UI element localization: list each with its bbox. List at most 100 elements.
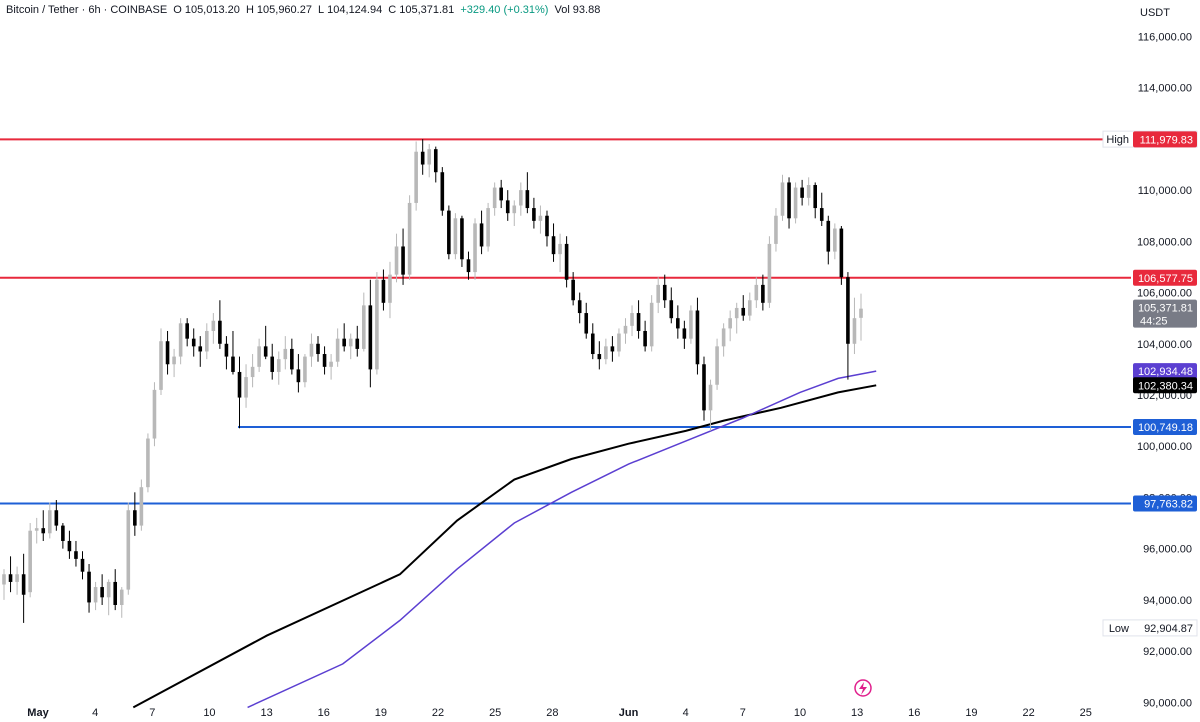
candle-body <box>643 330 647 347</box>
time-tick-label: Jun <box>619 707 639 719</box>
candle-body <box>21 574 26 595</box>
candle-body <box>584 313 589 334</box>
candle-body <box>375 279 379 370</box>
candle-body <box>126 510 131 590</box>
candle-body <box>473 223 477 273</box>
candle-body <box>610 346 615 352</box>
candle-body <box>623 325 628 334</box>
price-tick-label: 96,000.00 <box>1143 544 1192 556</box>
candle-body <box>447 210 451 255</box>
candle-body <box>479 223 484 247</box>
price-badges: High111,991.77Low92,904.87111,979.83106,… <box>1102 130 1198 637</box>
candle-body <box>368 305 373 370</box>
level-price-badge-bg <box>1133 131 1197 148</box>
horizontal-levels[interactable] <box>0 138 1131 505</box>
candle-body <box>440 172 445 211</box>
candle-body <box>106 581 111 598</box>
candle-body <box>525 190 530 209</box>
candle-body <box>597 354 602 360</box>
time-tick-label: 25 <box>489 707 501 719</box>
candle-body <box>270 356 275 372</box>
time-tick-label: 28 <box>546 707 558 719</box>
time-tick-label: 13 <box>260 707 272 719</box>
low-value: 104,124.94 <box>327 4 383 16</box>
candle-body <box>819 208 824 221</box>
time-tick-label: 19 <box>965 707 977 719</box>
candle-body <box>244 377 248 398</box>
price-tick-label: 106,000.00 <box>1137 288 1192 300</box>
price-tick-label: 116,000.00 <box>1138 31 1192 43</box>
time-tick-label: 7 <box>149 707 155 719</box>
candle-body <box>649 302 654 347</box>
price-tick-label: 108,000.00 <box>1137 236 1192 248</box>
candle-body <box>211 320 216 331</box>
symbol-name[interactable]: Bitcoin / Tether · 6h · COINBASE <box>6 4 168 16</box>
candle-body <box>224 343 229 357</box>
candle-body <box>47 510 52 534</box>
candle-body <box>28 530 32 593</box>
alert-lightning-icon[interactable] <box>854 679 872 697</box>
candle-body <box>466 259 471 273</box>
candle-body <box>87 571 91 603</box>
candle-body <box>198 346 203 352</box>
ma-price-badge-bg <box>1133 377 1197 394</box>
candle-body <box>669 300 674 319</box>
candle-body <box>139 487 144 526</box>
candle-body <box>689 310 693 339</box>
candle-body <box>636 313 641 331</box>
candle-body <box>617 333 621 352</box>
candle-body <box>767 243 772 303</box>
candle-body <box>191 338 196 347</box>
candle-body <box>74 551 78 559</box>
candle-body <box>34 528 39 531</box>
candle-body <box>682 328 687 339</box>
candle-body <box>172 356 176 365</box>
high-value: 105,960.27 <box>256 4 312 16</box>
close-label: C <box>388 4 397 16</box>
candle-body <box>702 364 706 411</box>
time-tick-label: May <box>27 707 49 719</box>
candle-body <box>519 190 523 206</box>
candle-body <box>852 318 857 344</box>
candle-body <box>152 389 157 439</box>
candle-body <box>532 208 536 221</box>
candle-body <box>2 574 6 585</box>
candle-body <box>80 558 85 572</box>
marker-value: 92,904.87 <box>1144 623 1193 635</box>
candle-body <box>564 243 569 280</box>
candle-body <box>113 581 118 605</box>
level-price-badge: 97,763.82 <box>1144 498 1193 510</box>
candle-body <box>231 356 235 372</box>
candle-body <box>420 151 425 165</box>
candle-body <box>787 182 791 219</box>
time-tick-label: 25 <box>1080 707 1092 719</box>
candle-body <box>178 323 183 357</box>
moving-average-line <box>247 370 877 709</box>
candle-body <box>453 218 458 255</box>
low-label: L <box>318 4 325 16</box>
candle-body <box>715 346 719 385</box>
time-tick-label: 4 <box>92 707 98 719</box>
bar-countdown-label: 44:25 <box>1140 316 1168 328</box>
candle-body <box>761 284 765 303</box>
candle-body <box>401 246 405 275</box>
candle-body <box>558 243 562 255</box>
candle-body <box>774 215 778 244</box>
candle-body <box>159 341 163 390</box>
time-axis[interactable]: May 4 7 10 13 16 19 22 25 28 Jun 4 7 10 13 16 19 22 25 <box>27 707 1092 719</box>
candle-body <box>656 284 660 303</box>
candle-body <box>237 371 242 398</box>
candle-body <box>165 341 170 365</box>
candle-body <box>545 215 549 237</box>
candle-body <box>433 149 438 173</box>
ma-price-badge-bg <box>1133 363 1197 380</box>
candle-body <box>505 200 510 214</box>
candle-body <box>662 284 667 301</box>
candle-body <box>290 348 294 370</box>
volume-label: Vol <box>554 4 570 16</box>
candle-body <box>381 279 386 303</box>
candle-body <box>15 574 19 582</box>
candle-body <box>551 236 556 255</box>
candle-body <box>41 528 46 534</box>
